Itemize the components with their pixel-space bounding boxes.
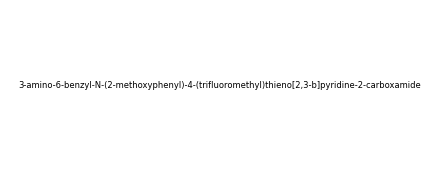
Text: 3-amino-6-benzyl-N-(2-methoxyphenyl)-4-(trifluoromethyl)thieno[2,3-b]pyridine-2-: 3-amino-6-benzyl-N-(2-methoxyphenyl)-4-(… [18, 81, 420, 89]
